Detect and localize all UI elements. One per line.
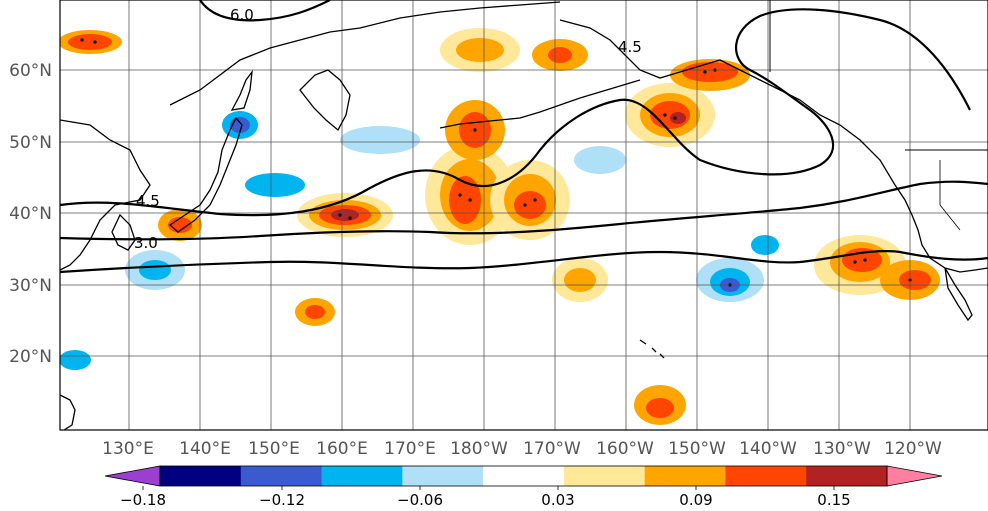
coastline-north-america [894, 184, 988, 273]
colorbar-segment [483, 466, 565, 486]
coastline-aleutians [439, 79, 641, 129]
significance-dot [663, 113, 667, 117]
colorbar-segment [240, 466, 323, 486]
colorbar-tick-label: −0.12 [259, 491, 305, 509]
contour-6-0 [199, 0, 331, 22]
coastlines [60, 0, 988, 430]
climatology-contours [60, 0, 988, 274]
contour-3-0-south [60, 249, 988, 274]
contour-labels: 6.0 4.5 4.5 3.0 3.0 [134, 6, 642, 252]
coastline-kamchatka [299, 69, 351, 132]
significance-dot [468, 198, 472, 202]
map-frame [59, 0, 988, 431]
longitude-tick-label: 130°W [813, 439, 871, 459]
colorbar-max-extend [886, 465, 943, 487]
longitude-tick-label: 170°W [523, 439, 581, 459]
anomaly-patch [331, 209, 359, 221]
colorbar-frame [159, 465, 888, 487]
anomaly-patch [139, 260, 171, 280]
longitude-tick-label: 170°E [384, 439, 436, 459]
anomaly-patch [751, 235, 779, 255]
anomaly-field [60, 28, 940, 425]
anomaly-patch [449, 176, 481, 224]
anomaly-patch [68, 34, 112, 50]
contour-3-0-north [60, 180, 988, 241]
colorbar-segment [402, 466, 484, 486]
significance-dot [93, 40, 97, 44]
latitude-tick-label: 50°N [9, 133, 52, 153]
significance-dot [703, 70, 707, 74]
latitude-tick-label: 30°N [9, 276, 52, 296]
coastline-hawaii [639, 339, 665, 359]
contour-label-6: 6.0 [230, 6, 254, 24]
map-panel: 6.0 4.5 4.5 3.0 3.0 [60, 0, 988, 430]
colorbar-segment [644, 466, 726, 486]
colorbar-tick-label: −0.18 [120, 491, 166, 509]
anomaly-patch [899, 270, 931, 290]
longitude-tick-label: 130°E [102, 439, 154, 459]
anomaly-patch [340, 126, 420, 154]
colorbar-tick-label: −0.06 [397, 491, 443, 509]
colorbar-segment [160, 466, 242, 486]
significance-dot [458, 193, 462, 197]
significance-dot [673, 116, 677, 120]
anomaly-patch [514, 191, 546, 219]
longitude-tick-label: 180°W [450, 439, 508, 459]
significance-dot [348, 216, 352, 220]
colorbar-min-extend [104, 465, 161, 487]
anomaly-patch [548, 47, 572, 63]
colorbar-segment [563, 466, 646, 486]
colorbar-tick-label: 0.15 [817, 491, 850, 509]
longitude-tick-label: 140°E [179, 439, 231, 459]
coastline-baja [944, 267, 973, 322]
longitude-tick-label: 160°W [596, 439, 654, 459]
coastline-siberia [169, 1, 561, 106]
coastline-sakhalin [230, 69, 253, 111]
anomaly-patch [245, 173, 305, 197]
coastline-korea [111, 213, 136, 251]
anomaly-patch [305, 305, 325, 319]
coastline-alaska [559, 19, 896, 186]
anomaly-patch [646, 398, 674, 418]
significance-dot [853, 260, 857, 264]
colorbar-segment [725, 466, 807, 486]
colorbar-segment [321, 466, 403, 486]
contour-label-4-5-north: 4.5 [618, 38, 642, 56]
longitude-tick-label: 140°W [739, 439, 797, 459]
contour-4-5-south [60, 8, 971, 217]
contour-label-3-west-2: 3.0 [158, 234, 182, 252]
colorbar-segment [806, 466, 888, 486]
colorbar-tick-label: 0.09 [679, 491, 712, 509]
coastline-philippines [60, 394, 76, 430]
anomaly-patch [60, 350, 91, 370]
colorbar-labels: −0.18 −0.12 −0.06 0.03 0.09 0.15 [120, 486, 851, 509]
longitude-tick-label: 160°E [316, 439, 368, 459]
significance-dot [863, 258, 867, 262]
longitude-labels: 130°E 140°E 150°E 160°E 170°E 180°W 170°W 160°W… [102, 439, 942, 459]
coastline-asia [60, 119, 151, 271]
border-state [939, 160, 961, 231]
longitude-tick-label: 150°W [668, 439, 726, 459]
anomaly-patch [456, 38, 504, 62]
significance-dot [533, 198, 537, 202]
significance-dot [473, 128, 477, 132]
anomaly-patch [670, 112, 686, 124]
significance-dot [338, 213, 342, 217]
colorbar [104, 465, 943, 487]
latitude-tick-label: 60°N [9, 61, 52, 81]
longitude-tick-label: 120°W [884, 439, 942, 459]
contour-label-4-5-west: 4.5 [136, 192, 160, 210]
colorbar-tick-label: 0.03 [541, 491, 574, 509]
significance-dot [523, 203, 527, 207]
latitude-tick-label: 20°N [9, 347, 52, 367]
latitude-labels: 60°N 50°N 40°N 30°N 20°N [9, 61, 52, 367]
anomaly-patch [564, 268, 596, 292]
anomaly-patch [574, 146, 626, 174]
latitude-tick-label: 40°N [9, 204, 52, 224]
contour-label-3-west: 3.0 [134, 234, 158, 252]
significance-dot [80, 38, 84, 42]
longitude-tick-label: 150°E [248, 439, 300, 459]
